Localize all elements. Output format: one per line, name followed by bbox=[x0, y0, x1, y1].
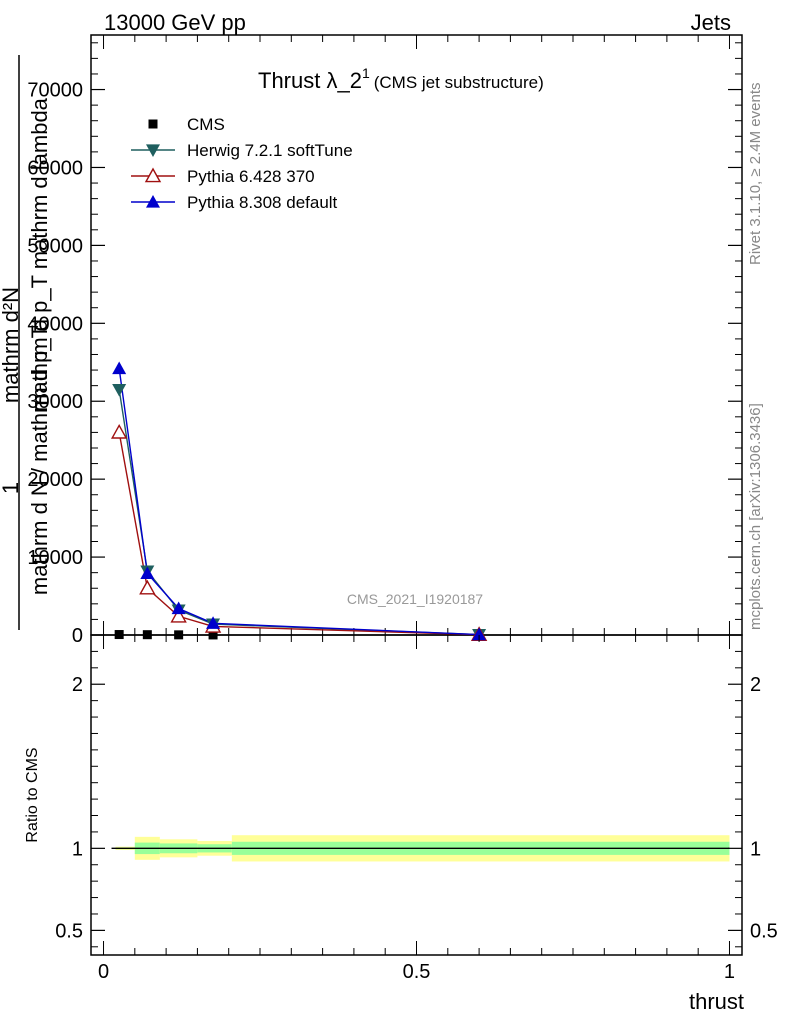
ratio-axis-ticks: 0.5 0.5 1 1 2 2 0 0.5 1 bbox=[55, 635, 778, 983]
data-point-cms bbox=[114, 630, 124, 640]
ratio-bands-group bbox=[111, 835, 730, 862]
plot-title: Thrust λ_21 (CMS jet substructure) bbox=[258, 65, 544, 93]
legend-label: CMS bbox=[187, 115, 225, 134]
data-point-herwig bbox=[112, 383, 127, 397]
data-point-pythia6 bbox=[139, 579, 156, 595]
plot-title-sup: 1 bbox=[362, 65, 370, 81]
ratio-panel-frame bbox=[90, 634, 743, 956]
main-series-group bbox=[110, 361, 488, 642]
data-point-pythia6 bbox=[144, 167, 162, 183]
mcplots-reference-text: mcplots.cern.ch [arXiv:1306.3436] bbox=[747, 403, 764, 630]
y-tick-label: 10000 bbox=[27, 547, 83, 569]
legend: CMS Herwig 7.2.1 softTune Pythia 6.428 370… bbox=[131, 115, 353, 212]
x-tick-label: 0 bbox=[98, 961, 109, 983]
ratio-y-tick-label-right: 2 bbox=[750, 674, 761, 696]
data-point-cms bbox=[174, 630, 184, 640]
ratio-y-tick-label: 0.5 bbox=[55, 920, 83, 942]
main-y-axis-label: mathrm d²N mathrm d p_T mathrm d lambda … bbox=[0, 55, 52, 630]
data-point-pythia8 bbox=[140, 566, 155, 580]
y-tick-label: 0 bbox=[72, 625, 83, 647]
data-point-herwig bbox=[146, 144, 160, 157]
x-axis-label: thrust bbox=[689, 989, 744, 1014]
y-tick-label: 40000 bbox=[27, 313, 83, 335]
data-point-pythia8 bbox=[171, 601, 186, 615]
rivet-version-text: Rivet 3.1.10, ≥ 2.4M events bbox=[747, 83, 764, 266]
x-tick-label: 0.5 bbox=[403, 961, 431, 983]
data-point-pythia6 bbox=[110, 423, 128, 439]
data-point-cms bbox=[148, 119, 158, 129]
header-left: 13000 GeV pp bbox=[104, 10, 246, 35]
data-point-cms bbox=[208, 630, 218, 640]
y-tick-label: 60000 bbox=[27, 157, 83, 179]
ratio-y-tick-label-right: 0.5 bbox=[750, 920, 778, 942]
ratio-y-axis-label: Ratio to CMS bbox=[24, 747, 41, 842]
y-tick-label: 30000 bbox=[27, 391, 83, 413]
ratio-y-tick-label-right: 1 bbox=[750, 838, 761, 860]
legend-label: Herwig 7.2.1 softTune bbox=[187, 141, 353, 160]
y-tick-label: 20000 bbox=[27, 469, 83, 491]
ratio-y-tick-label: 1 bbox=[72, 838, 83, 860]
ylabel-numerator: mathrm d²N bbox=[0, 287, 23, 403]
plot-subtitle: (CMS jet substructure) bbox=[374, 73, 544, 92]
ylabel-denominator: mathrm d p_T mathrm d lambda bbox=[27, 97, 52, 412]
data-point-cms bbox=[142, 630, 152, 640]
legend-label: Pythia 8.308 default bbox=[187, 193, 338, 212]
ylabel-one: 1 bbox=[0, 482, 23, 494]
plot-title-main: Thrust λ_2 bbox=[258, 68, 362, 93]
data-point-pythia8 bbox=[472, 627, 487, 641]
ylabel-norm: mathrm d N / mathrm d p_T bbox=[27, 325, 52, 595]
header-right: Jets bbox=[691, 10, 731, 35]
data-point-pythia6 bbox=[170, 607, 187, 623]
data-point-pythia8 bbox=[206, 616, 221, 629]
x-tick-label: 1 bbox=[724, 961, 735, 983]
legend-label: Pythia 6.428 370 bbox=[187, 167, 315, 186]
data-point-pythia8 bbox=[112, 361, 127, 375]
y-tick-label: 50000 bbox=[27, 235, 83, 257]
main-axis-ticks: 0 10000 20000 30000 40000 50000 60000 70000 bbox=[27, 35, 742, 647]
analysis-watermark: CMS_2021_I1920187 bbox=[347, 591, 483, 607]
ratio-y-tick-label: 2 bbox=[72, 674, 83, 696]
y-tick-label: 70000 bbox=[27, 80, 83, 102]
data-point-pythia8 bbox=[146, 195, 160, 208]
